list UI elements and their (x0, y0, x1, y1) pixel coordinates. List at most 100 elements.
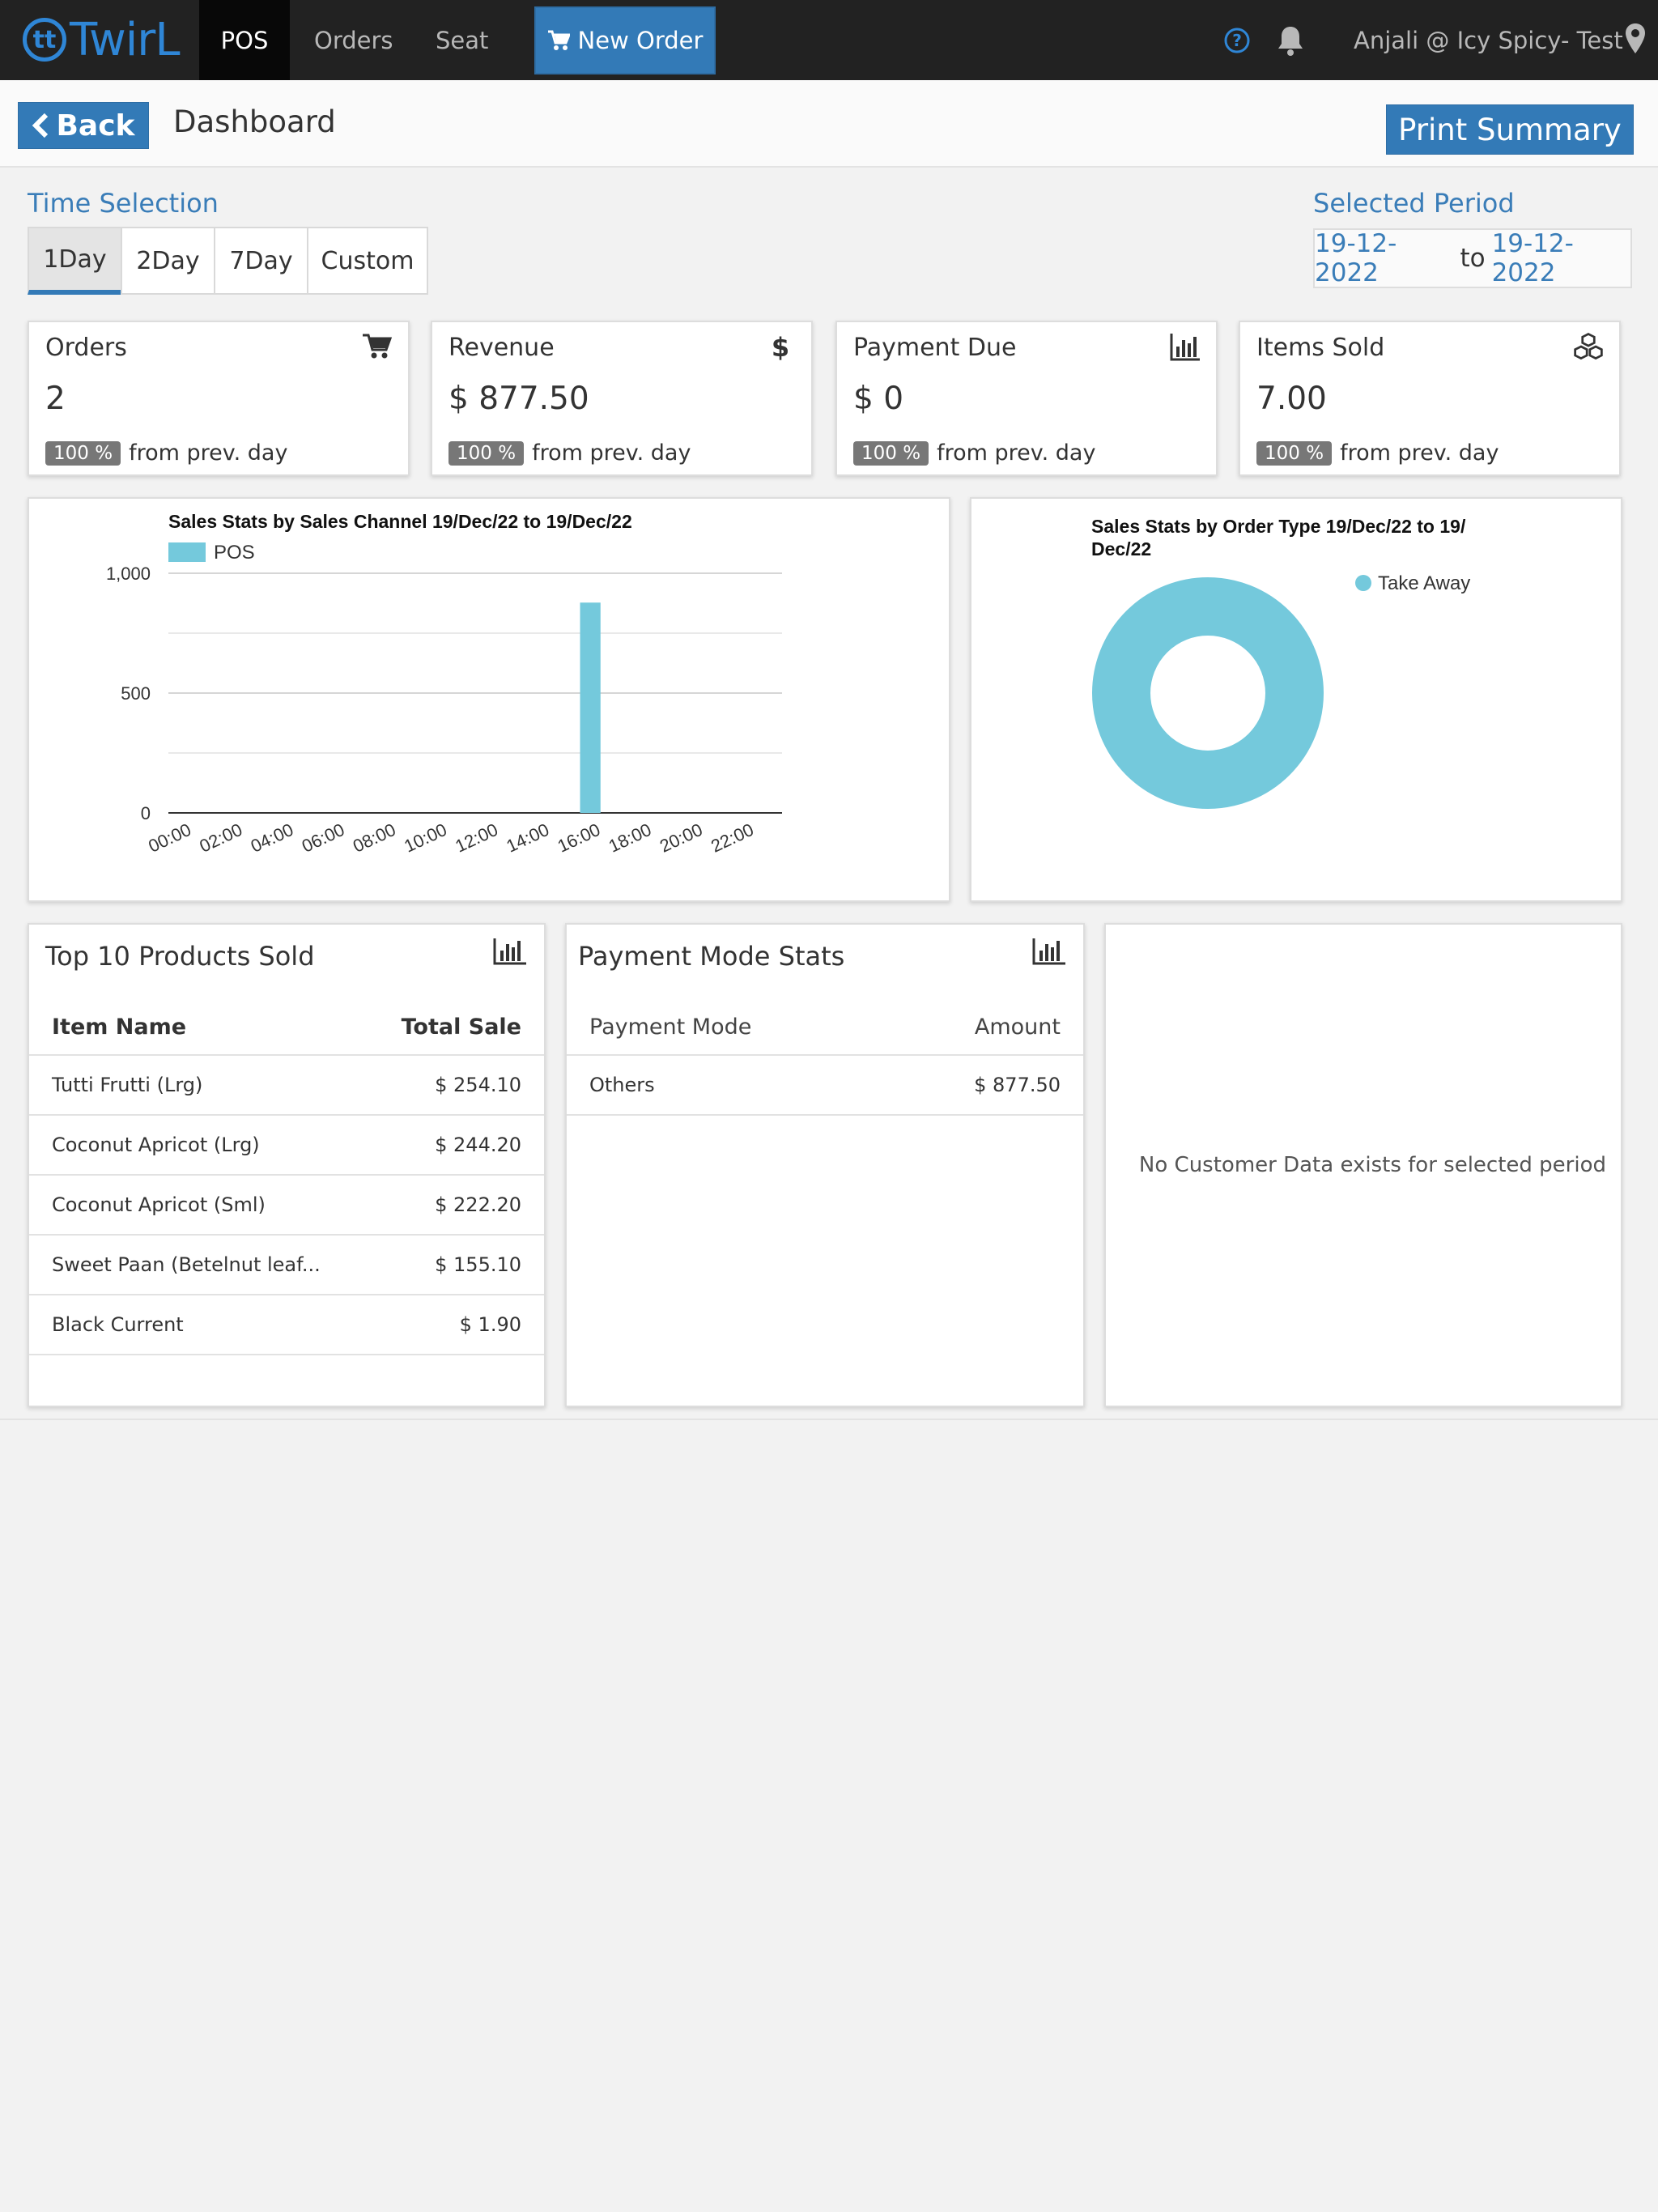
x-tick-label: 10:00 (401, 819, 449, 857)
top-products-table: Item Name Total Sale Tutti Frutti (Lrg) … (29, 999, 544, 1355)
item-name-cell: Coconut Apricot (Sml) (52, 1193, 266, 1216)
y-tick-label: 0 (141, 803, 151, 823)
stat-title: Orders (45, 334, 127, 362)
back-button[interactable]: Back (18, 102, 149, 149)
stat-value: 2 (45, 381, 66, 417)
brand-name: TwirL (70, 13, 181, 66)
stat-card-orders: Orders 2 100 % from prev. day (28, 321, 410, 476)
svg-text:$: $ (772, 332, 789, 363)
print-summary-button[interactable]: Print Summary (1386, 104, 1634, 155)
table-row: Tutti Frutti (Lrg) $ 254.10 (29, 1056, 544, 1116)
tab-7day[interactable]: 7Day (214, 227, 308, 295)
logo-icon: tt (23, 18, 66, 62)
stat-change: 100 % from prev. day (1256, 440, 1499, 466)
sales-channel-chart-card: Sales Stats by Sales Channel 19/Dec/22 t… (28, 497, 950, 902)
tab-custom[interactable]: Custom (307, 227, 428, 295)
top-products-panel: Top 10 Products Sold Item Name Total Sal… (28, 923, 546, 1407)
payment-mode-cell: Others (589, 1074, 655, 1096)
tab-1day[interactable]: 1Day (28, 227, 122, 295)
table-row: Coconut Apricot (Lrg) $ 244.20 (29, 1116, 544, 1176)
chart-title-line-1: Sales Stats by Order Type 19/Dec/22 to 1… (1091, 516, 1466, 537)
stat-change: 100 % from prev. day (45, 440, 287, 466)
period-from-date[interactable]: 19-12-2022 (1315, 229, 1397, 287)
column-header-amount: Amount (974, 1014, 1061, 1040)
new-order-button[interactable]: New Order (534, 6, 716, 74)
stat-title: Revenue (449, 334, 555, 362)
user-label[interactable]: Anjali @ Icy Spicy- Test (1354, 26, 1623, 54)
total-sale-cell: $ 222.20 (435, 1193, 521, 1216)
dollar-icon: $ (772, 332, 789, 363)
x-tick-label: 06:00 (299, 819, 347, 857)
x-tick-label: 04:00 (248, 819, 296, 857)
brand-logo[interactable]: tt TwirL (23, 13, 181, 66)
bar-chart-icon[interactable] (492, 936, 528, 967)
nav-orders[interactable]: Orders (314, 26, 393, 54)
change-note: from prev. day (532, 440, 691, 466)
x-tick-label: 02:00 (197, 819, 245, 857)
x-tick-label: 08:00 (350, 819, 398, 857)
stat-title: Payment Due (853, 334, 1017, 362)
bar-chart-icon (1170, 334, 1200, 361)
cart-icon (363, 334, 393, 359)
top-products-title: Top 10 Products Sold (45, 941, 315, 972)
amount-cell: $ 877.50 (974, 1074, 1061, 1096)
change-badge: 100 % (1256, 440, 1333, 466)
stat-card-items-sold: Items Sold 7.00 100 % from prev. day (1239, 321, 1621, 476)
period-to-word: to (1460, 244, 1486, 273)
legend-label: Take Away (1378, 572, 1470, 594)
nav-pos[interactable]: POS (199, 0, 290, 80)
column-header-total-sale: Total Sale (401, 1014, 521, 1040)
location-pin-icon[interactable] (1624, 23, 1647, 55)
order-type-donut-chart: Sales Stats by Order Type 19/Dec/22 to 1… (1091, 516, 1470, 809)
table-row: Sweet Paan (Betelnut leaf... $ 155.10 (29, 1236, 544, 1295)
page-header: Back Dashboard Print Summary (0, 80, 1658, 168)
item-name-cell: Sweet Paan (Betelnut leaf... (52, 1253, 321, 1276)
y-tick-label: 1,000 (106, 564, 151, 584)
item-name-cell: Tutti Frutti (Lrg) (52, 1074, 203, 1096)
table-header: Payment Mode Amount (567, 999, 1083, 1056)
chart-title: Sales Stats by Sales Channel 19/Dec/22 t… (168, 511, 632, 532)
total-sale-cell: $ 155.10 (435, 1253, 521, 1276)
cart-icon (547, 30, 570, 50)
payment-mode-panel: Payment Mode Stats Payment Mode Amount O… (565, 923, 1085, 1407)
time-selection-label: Time Selection (28, 188, 219, 219)
change-badge: 100 % (853, 440, 929, 466)
top-navbar: tt TwirL POS Orders Seat New Order ? Anj… (0, 0, 1658, 80)
page-title: Dashboard (173, 104, 336, 139)
change-note: from prev. day (129, 440, 288, 466)
y-tick-label: 500 (121, 683, 151, 704)
customer-data-panel: No Customer Data exists for selected per… (1104, 923, 1622, 1407)
selected-period-label: Selected Period (1313, 188, 1515, 219)
order-type-chart-card: Sales Stats by Order Type 19/Dec/22 to 1… (970, 497, 1622, 902)
time-selection-tabs: 1Day 2Day 7Day Custom (28, 227, 428, 295)
donut-slice[interactable] (1092, 577, 1324, 809)
change-note: from prev. day (937, 440, 1096, 466)
bar[interactable] (580, 602, 601, 813)
x-tick-label: 22:00 (708, 819, 756, 857)
payment-mode-title: Payment Mode Stats (578, 941, 845, 972)
x-tick-label: 20:00 (657, 819, 705, 857)
nav-seat[interactable]: Seat (436, 26, 489, 54)
stat-change: 100 % from prev. day (853, 440, 1095, 466)
total-sale-cell: $ 254.10 (435, 1074, 521, 1096)
bell-icon[interactable] (1276, 24, 1305, 57)
bar-chart-icon[interactable] (1031, 936, 1067, 967)
table-row: Coconut Apricot (Sml) $ 222.20 (29, 1176, 544, 1236)
legend-label: POS (214, 542, 255, 564)
svg-text:?: ? (1232, 31, 1242, 50)
stat-change: 100 % from prev. day (449, 440, 691, 466)
period-to-date[interactable]: 19-12-2022 (1491, 229, 1574, 287)
help-icon[interactable]: ? (1224, 28, 1250, 53)
legend-dot (1355, 575, 1371, 591)
item-name-cell: Coconut Apricot (Lrg) (52, 1134, 260, 1156)
change-note: from prev. day (1340, 440, 1499, 466)
selected-period-range: 19-12-2022 to 19-12-2022 (1313, 228, 1632, 288)
table-row: Black Current $ 1.90 (29, 1295, 544, 1355)
item-name-cell: Black Current (52, 1313, 184, 1336)
change-badge: 100 % (449, 440, 525, 466)
content-divider (0, 1419, 1658, 1420)
tab-2day[interactable]: 2Day (121, 227, 215, 295)
chevron-left-icon (32, 113, 49, 138)
x-tick-label: 14:00 (504, 819, 552, 857)
stat-value: $ 877.50 (449, 381, 589, 417)
